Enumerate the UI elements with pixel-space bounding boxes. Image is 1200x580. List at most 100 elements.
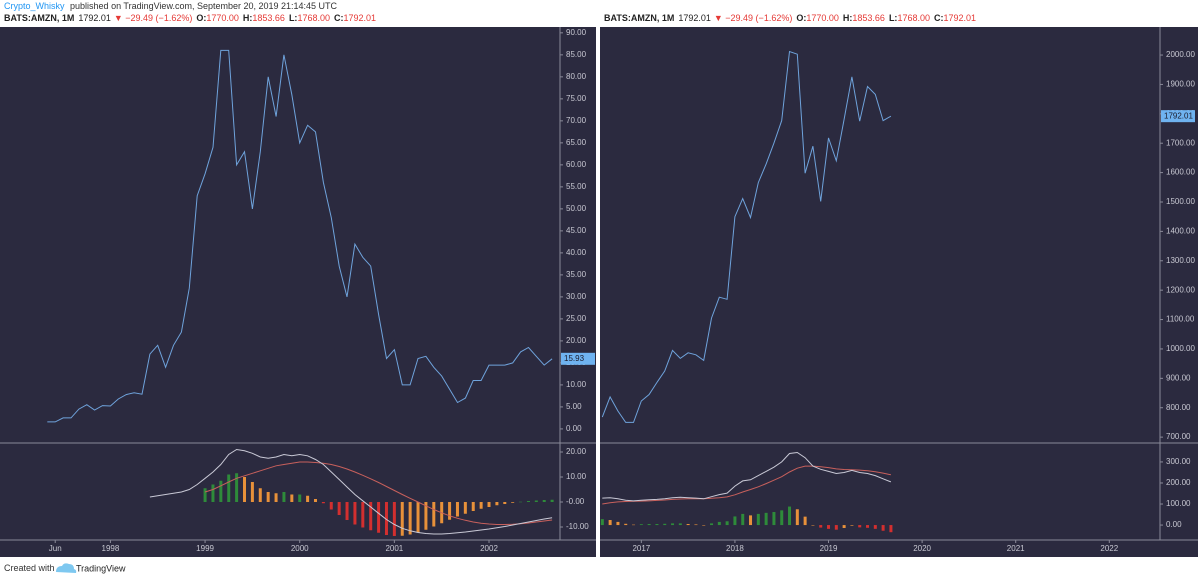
histogram-bar	[227, 474, 231, 502]
ohlc-label: O:	[196, 13, 206, 23]
change: ▼ −29.49 (−1.62%)	[114, 13, 192, 23]
histogram-bar	[600, 519, 604, 526]
histogram-bar	[788, 506, 792, 526]
histogram-bar	[416, 502, 420, 533]
histogram-bar	[424, 502, 428, 530]
author[interactable]: Crypto_Whisky	[4, 1, 65, 11]
signal-line	[204, 461, 553, 525]
histogram-bar	[819, 525, 823, 528]
symbol: BATS:AMZN, 1M	[604, 13, 674, 23]
histogram-bar	[479, 502, 483, 509]
y-tick-label: 30.00	[566, 292, 587, 301]
y-tick-label: 55.00	[566, 182, 587, 191]
y-tick-label: 90.00	[566, 28, 587, 37]
price-tag	[561, 352, 595, 365]
histogram-bar	[203, 488, 207, 502]
histogram-bar	[678, 523, 682, 526]
histogram-bar	[663, 523, 667, 526]
histogram-bar	[384, 502, 388, 535]
ohlc-label: L:	[289, 13, 298, 23]
ohlc-value: 1770.00	[206, 13, 239, 23]
histogram-bar	[463, 502, 467, 514]
ohlc-label: H:	[243, 13, 253, 23]
histogram-bar	[889, 525, 893, 533]
y-tick-label: 10.00	[566, 380, 587, 389]
histogram-bar	[361, 502, 365, 528]
histogram-bar	[400, 502, 404, 536]
histogram-bar	[519, 501, 523, 503]
y-tick-label: 60.00	[566, 160, 587, 169]
price-tag	[1161, 110, 1195, 123]
y-tick-label: 65.00	[566, 138, 587, 147]
y-tick-label: 1500.00	[1166, 197, 1195, 206]
x-tick-label: 2018	[726, 544, 744, 553]
histogram-bar	[487, 502, 491, 507]
histogram-bar	[803, 516, 807, 526]
ohlc-value: 1853.66	[252, 13, 285, 23]
y-tick-label: 900.00	[1166, 373, 1191, 382]
histogram-bar	[671, 523, 675, 526]
x-tick-label: 2020	[913, 544, 931, 553]
histogram-bar	[550, 499, 554, 502]
macd-line	[149, 448, 553, 535]
histogram-bar	[313, 499, 317, 502]
y-tick-label: 2000.00	[1166, 50, 1195, 59]
price-tag-label: 1792.01	[1164, 111, 1193, 120]
y-tick-label: 1100.00	[1166, 315, 1195, 324]
histogram-bar	[842, 525, 846, 529]
histogram-bar	[369, 502, 373, 531]
histogram-bar	[408, 502, 412, 535]
histogram-bar	[534, 500, 538, 502]
y-tick-label: 300.00	[1166, 457, 1191, 466]
histogram-bar	[834, 525, 838, 530]
histogram-bar	[756, 513, 760, 526]
histogram-bar	[243, 477, 247, 502]
ohlc-value: 1792.01	[943, 13, 976, 23]
last-price: 1792.01	[678, 13, 711, 23]
y-tick-label: -0.00	[566, 497, 585, 506]
histogram-bar	[329, 502, 333, 510]
histogram-bar	[542, 500, 546, 502]
histogram-bar	[827, 525, 831, 529]
histogram-bar	[471, 502, 475, 511]
x-tick-label: 2019	[820, 544, 838, 553]
x-tick-label: 2002	[480, 544, 498, 553]
histogram-bar	[608, 520, 612, 526]
y-tick-label: 45.00	[566, 226, 587, 235]
histogram-bar	[526, 501, 530, 502]
ohlc-label: L:	[889, 13, 898, 23]
x-tick-label: Jun	[49, 544, 62, 553]
histogram-bar	[306, 495, 310, 502]
price-tag-label: 15.93	[564, 354, 585, 363]
histogram-bar	[235, 473, 239, 502]
histogram-bar	[353, 502, 357, 525]
y-tick-label: 35.00	[566, 270, 587, 279]
y-tick-label: 700.00	[1166, 432, 1191, 441]
histogram-bar	[772, 512, 776, 526]
histogram-bar	[655, 524, 659, 526]
symbol: BATS:AMZN, 1M	[4, 13, 74, 23]
histogram-bar	[448, 502, 452, 520]
histogram-bar	[282, 492, 286, 502]
histogram-bar	[647, 524, 651, 526]
histogram-bar	[725, 521, 729, 526]
histogram-bar	[733, 516, 737, 526]
histogram-bar	[639, 524, 643, 526]
histogram-bar	[811, 525, 815, 526]
histogram-bar	[795, 509, 799, 526]
y-tick-label: 1000.00	[1166, 344, 1195, 353]
y-tick-label: 0.00	[566, 424, 582, 433]
created-with: Created with	[4, 563, 55, 573]
ohlc-label: O:	[796, 13, 806, 23]
y-tick-label: 80.00	[566, 72, 587, 81]
y-tick-label: 40.00	[566, 248, 587, 257]
histogram-bar	[624, 523, 628, 526]
histogram-bar	[337, 502, 341, 515]
ohlc-value: 1768.00	[297, 13, 330, 23]
brand[interactable]: TradingView	[76, 563, 126, 573]
y-tick-label: 200.00	[1166, 478, 1191, 487]
histogram-bar	[616, 521, 620, 526]
histogram-bar	[764, 512, 768, 526]
published: published on TradingView.com, September …	[70, 1, 338, 11]
